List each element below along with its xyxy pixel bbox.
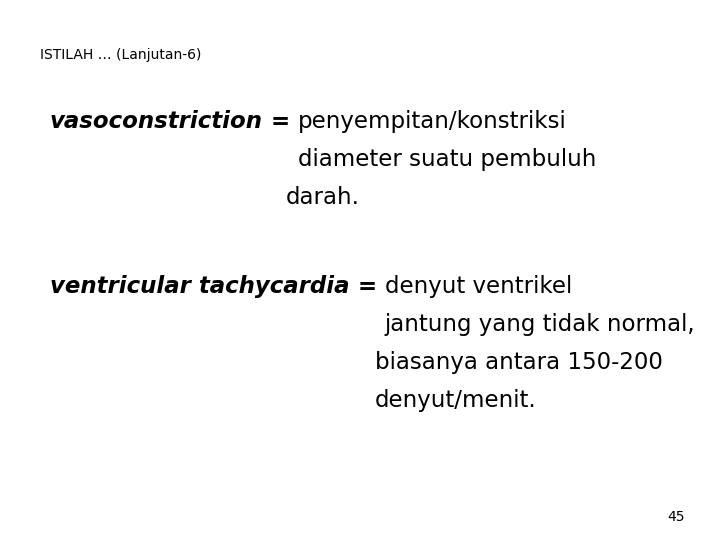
- Text: =: =: [263, 110, 298, 133]
- Text: ISTILAH … (Lanjutan-6): ISTILAH … (Lanjutan-6): [40, 48, 202, 62]
- Text: penyempitan/konstriksi: penyempitan/konstriksi: [298, 110, 567, 133]
- Text: biasanya antara 150-200: biasanya antara 150-200: [374, 351, 662, 374]
- Text: diameter suatu pembuluh: diameter suatu pembuluh: [298, 148, 596, 171]
- Text: denyut ventrikel: denyut ventrikel: [384, 275, 572, 298]
- Text: ventricular tachycardia: ventricular tachycardia: [50, 275, 349, 298]
- Text: jantung yang tidak normal,: jantung yang tidak normal,: [384, 313, 696, 336]
- Text: denyut/menit.: denyut/menit.: [374, 389, 536, 412]
- Text: darah.: darah.: [286, 186, 360, 209]
- Text: =: =: [349, 275, 384, 298]
- Text: vasoconstriction: vasoconstriction: [50, 110, 263, 133]
- Text: 45: 45: [667, 510, 685, 524]
